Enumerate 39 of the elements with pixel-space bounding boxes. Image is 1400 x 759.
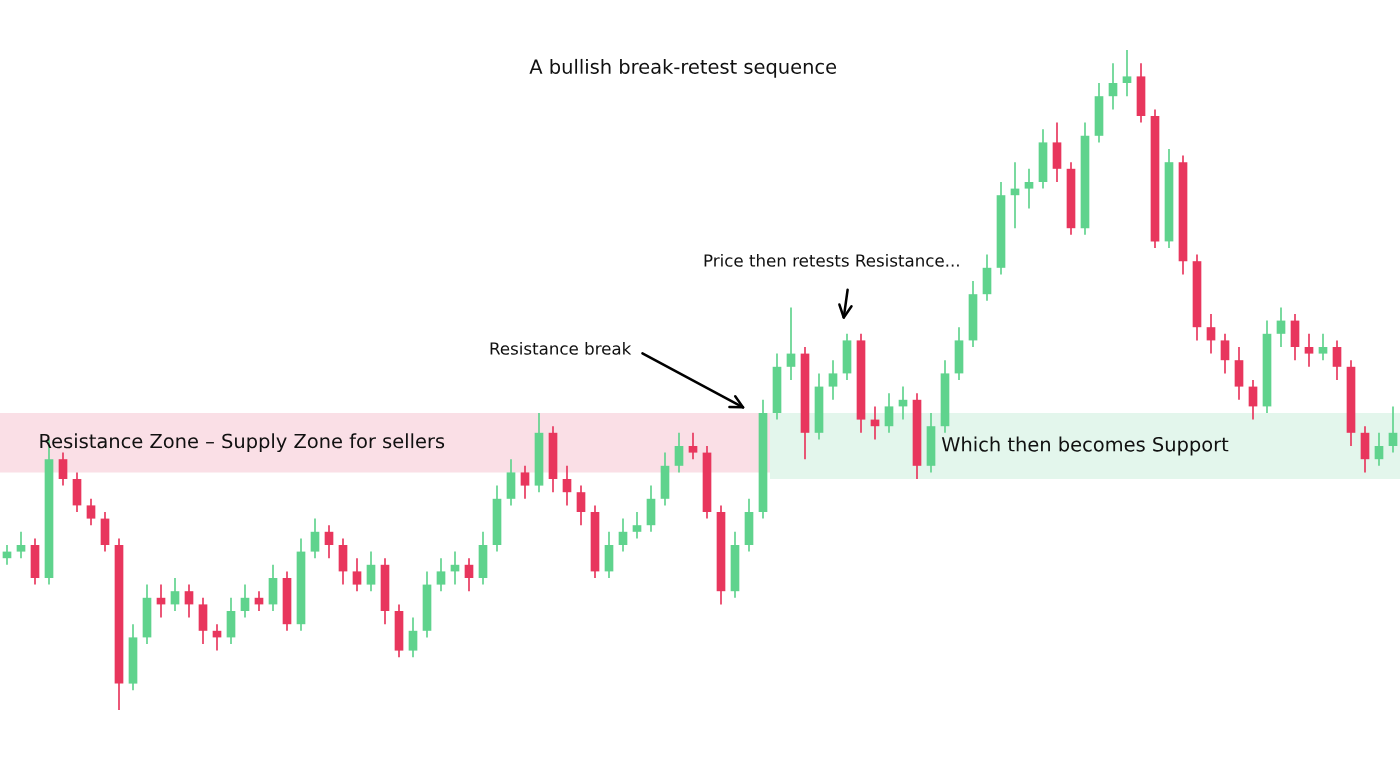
candlestick (184, 583, 194, 619)
candlestick (632, 511, 642, 540)
candlestick (366, 550, 376, 593)
candlestick (436, 557, 446, 593)
candlestick (464, 557, 474, 593)
candlestick (1206, 313, 1216, 355)
candlestick (786, 306, 796, 381)
candlestick (1318, 332, 1328, 362)
annotation: Resistance break (490, 341, 632, 355)
candlestick (828, 359, 838, 401)
candlestick (520, 464, 530, 500)
candlestick (688, 431, 698, 461)
candlestick (58, 451, 68, 487)
candlestick (310, 517, 320, 560)
candlestick (674, 431, 684, 474)
candlestick (1220, 332, 1230, 375)
candlestick (884, 392, 894, 434)
candlestick (1374, 431, 1384, 467)
candlestick (562, 464, 572, 507)
candlestick (1388, 405, 1398, 454)
candlestick (408, 616, 418, 659)
candlestick (324, 524, 334, 560)
candlestick (1122, 50, 1132, 98)
band-label: Resistance Zone – Supply Zone for sellers (40, 433, 445, 453)
chart-title: A bullish break-retest sequence (529, 58, 837, 78)
candlestick (352, 557, 362, 593)
candlestick (1024, 167, 1034, 210)
candlestick (1276, 306, 1286, 348)
candlestick (86, 497, 96, 527)
candlestick (16, 530, 26, 560)
band-label: Which then becomes Support (941, 436, 1229, 456)
candlestick (170, 577, 180, 612)
annotation: Price then retests Resistance... (704, 253, 959, 267)
candlestick (576, 484, 586, 527)
candlestick (1304, 332, 1314, 368)
candlestick (1332, 339, 1342, 381)
candlestick (1108, 62, 1118, 111)
candlestick (240, 583, 250, 619)
candlestick (618, 517, 628, 553)
